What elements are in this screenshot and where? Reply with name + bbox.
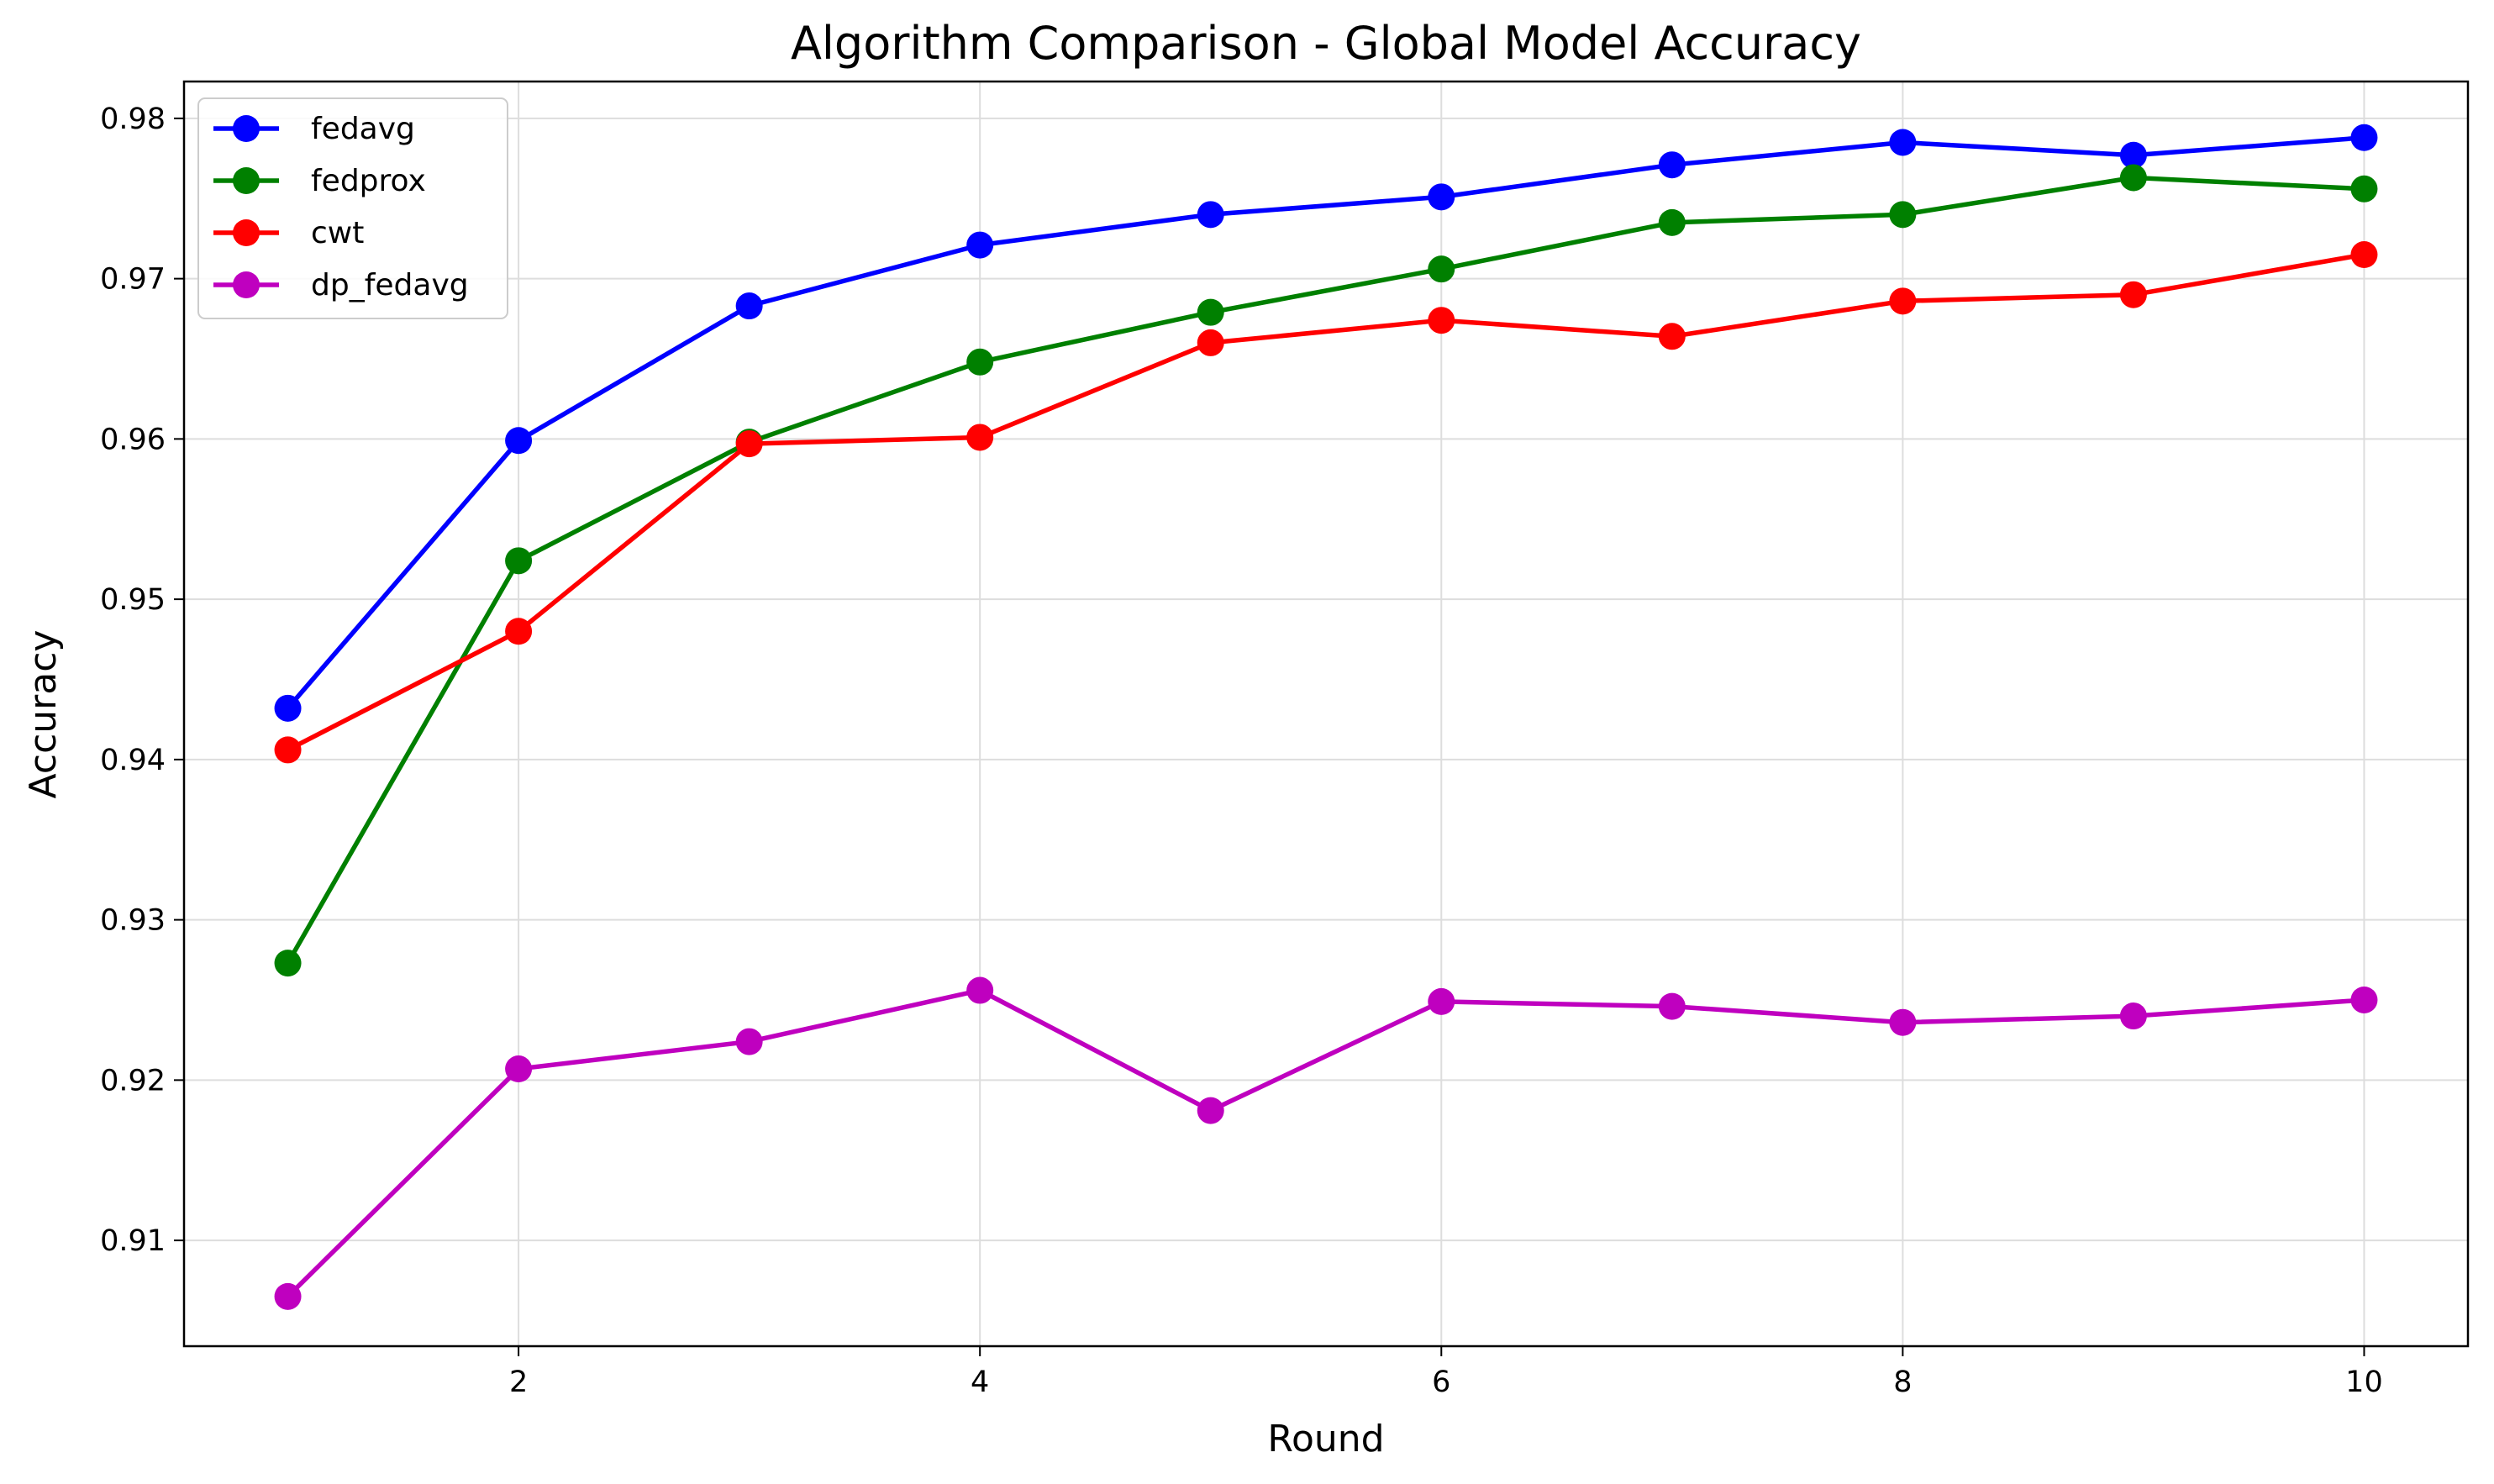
x-tick-label: 10 (2345, 1366, 2383, 1399)
data-point-fedavg (1197, 201, 1224, 229)
axis-ticks: 2 4 6 8 10 0.91 0.92 0.93 0.94 0.95 0.96 0.97 0.98 (100, 103, 2383, 1399)
data-point-fedprox (2350, 175, 2378, 203)
y-tick-label: 0.96 (100, 423, 166, 456)
legend-marker-fedavg (233, 115, 260, 142)
legend-label-fedavg: fedavg (311, 112, 415, 146)
series-line-dp_fedavg (285, 987, 2367, 1299)
grid (184, 82, 2468, 1346)
data-point-fedavg (2350, 124, 2378, 151)
data-point-cwt (505, 618, 533, 645)
series-fedprox (274, 164, 2378, 977)
data-point-dp_fedavg (1658, 992, 1686, 1020)
legend: fedavg fedprox cwt dp_fedavg (197, 97, 508, 319)
data-point-cwt (274, 736, 302, 764)
data-point-fedavg (1889, 129, 1917, 156)
legend-box (197, 97, 508, 319)
chart-title: Algorithm Comparison - Global Model Accu… (791, 17, 1861, 70)
y-tick-label: 0.92 (100, 1064, 166, 1097)
legend-label-fedprox: fedprox (311, 164, 426, 198)
data-point-cwt (2119, 281, 2147, 308)
data-point-cwt (2350, 241, 2378, 269)
series-line-cwt (285, 252, 2367, 753)
data-point-dp_fedavg (274, 1282, 302, 1310)
data-point-cwt (735, 430, 763, 458)
data-point-fedavg (505, 427, 533, 455)
y-tick-label: 0.93 (100, 904, 166, 938)
data-point-fedprox (1197, 298, 1224, 326)
series-fedavg (274, 124, 2378, 722)
data-point-dp_fedavg (1197, 1097, 1224, 1124)
data-point-fedprox (274, 950, 302, 977)
data-point-fedavg (966, 231, 994, 259)
y-tick-label: 0.97 (100, 263, 166, 297)
x-tick-label: 4 (971, 1366, 989, 1399)
y-tick-label: 0.95 (100, 583, 166, 617)
data-point-dp_fedavg (1889, 1008, 1917, 1036)
data-point-fedprox (2119, 164, 2147, 192)
data-point-dp_fedavg (2119, 1002, 2147, 1030)
legend-marker-cwt (233, 219, 260, 246)
data-point-fedprox (1658, 208, 1686, 236)
series-line-fedavg (285, 135, 2367, 711)
x-axis-label: Round (1267, 1418, 1384, 1460)
data-point-dp_fedavg (1428, 987, 1455, 1015)
data-point-fedprox (505, 547, 533, 575)
legend-label-dp_fedavg: dp_fedavg (311, 268, 469, 303)
x-tick-label: 2 (509, 1366, 528, 1399)
data-point-fedprox (1428, 255, 1455, 283)
series-layer (274, 124, 2378, 1310)
series-dp_fedavg (274, 976, 2378, 1310)
x-tick-label: 8 (1893, 1366, 1912, 1399)
legend-label-cwt: cwt (311, 216, 364, 250)
series-cwt (274, 241, 2378, 764)
legend-marker-fedprox (233, 167, 260, 194)
series-line-fedprox (285, 175, 2367, 966)
y-tick-label: 0.98 (100, 103, 166, 136)
data-point-fedprox (1889, 201, 1917, 229)
data-point-fedavg (1658, 151, 1686, 179)
legend-marker-dp_fedavg (233, 271, 260, 298)
data-point-cwt (966, 424, 994, 451)
data-point-cwt (1889, 287, 1917, 315)
data-point-fedavg (1428, 183, 1455, 211)
data-point-dp_fedavg (2350, 986, 2378, 1013)
data-point-dp_fedavg (966, 976, 994, 1004)
plot-area-frame (182, 80, 2470, 1348)
data-point-cwt (1197, 329, 1224, 356)
data-point-cwt (1428, 307, 1455, 334)
x-tick-label: 6 (1432, 1366, 1450, 1399)
data-point-fedavg (2119, 141, 2147, 169)
data-point-fedavg (735, 292, 763, 320)
data-point-cwt (1658, 323, 1686, 350)
data-point-dp_fedavg (505, 1055, 533, 1083)
data-point-fedavg (274, 694, 302, 722)
y-tick-label: 0.94 (100, 744, 166, 777)
data-point-dp_fedavg (735, 1028, 763, 1055)
y-axis-label: Accuracy (22, 630, 65, 799)
y-tick-label: 0.91 (100, 1224, 166, 1258)
data-point-fedprox (966, 348, 994, 376)
